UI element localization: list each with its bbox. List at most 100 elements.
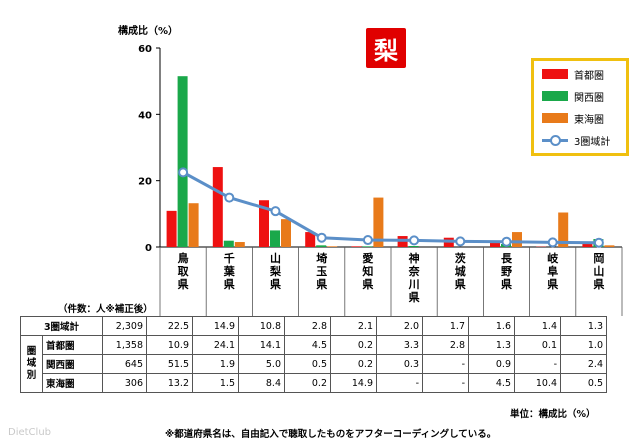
watermark: DietClub <box>8 427 51 438</box>
table-cell: 0.2 <box>330 354 377 374</box>
table-cell: 0.5 <box>284 354 331 374</box>
bar <box>223 240 234 247</box>
footnote: ※都道府県名は、自由記入で聴取したものをアフターコーディングしている。 <box>165 429 497 440</box>
bars <box>166 76 615 247</box>
row-count: 306 <box>102 373 147 393</box>
legend-label-0: 首都圏 <box>574 70 604 82</box>
table-row-tokai: 東海圏 306 13.2 1.5 8.4 0.2 14.9 - - 4.5 10… <box>21 373 607 393</box>
row-count: 1,358 <box>102 335 147 355</box>
bar <box>512 232 522 247</box>
line-point <box>270 206 281 217</box>
table-cell: 3.3 <box>376 335 423 355</box>
bar <box>166 210 177 247</box>
row-label: 首都圏 <box>42 335 103 355</box>
bar <box>259 200 269 247</box>
table-cell: 1.0 <box>560 335 607 355</box>
bar <box>188 203 199 247</box>
table-cell: 1.4 <box>514 316 561 336</box>
line-path <box>182 171 599 245</box>
table-row-total: 3圏域計 2,309 22.5 14.9 10.8 2.8 2.1 2.0 1.… <box>20 316 607 336</box>
table-cell: 1.6 <box>468 316 515 336</box>
table-cell: 1.3 <box>560 316 607 336</box>
table-cell: 24.1 <box>192 335 239 355</box>
data-table: 3圏域計 2,309 22.5 14.9 10.8 2.8 2.1 2.0 1.… <box>20 316 607 393</box>
table-cell: 0.2 <box>284 373 331 393</box>
table-cell: 1.3 <box>468 335 515 355</box>
table-cell: 51.5 <box>146 354 193 374</box>
table-cell: 0.3 <box>376 354 423 374</box>
row-count: 2,309 <box>102 316 147 336</box>
table-cell: 14.9 <box>192 316 239 336</box>
table-cell: 10.4 <box>514 373 561 393</box>
bar <box>327 246 338 247</box>
bar <box>270 230 280 247</box>
category-label: 千葉県 <box>223 251 236 291</box>
table-cell: 0.2 <box>330 335 377 355</box>
bar <box>316 245 327 247</box>
unit-note: 単位：構成比（%） <box>510 409 596 420</box>
bar <box>582 243 593 247</box>
legend-swatch-1 <box>542 91 568 101</box>
table-cell: 2.1 <box>330 316 377 336</box>
y-axis-label: 構成比（%） <box>118 26 179 37</box>
total-line <box>178 167 604 248</box>
line-point <box>593 237 604 248</box>
fruit-badge: 梨 <box>366 28 406 68</box>
category-label: 山梨県 <box>269 251 282 291</box>
legend-swatch-0 <box>542 69 568 79</box>
line-point <box>224 192 235 203</box>
category-label: 岐阜県 <box>547 251 559 291</box>
row-group-label: 圏 域 別 <box>20 335 43 393</box>
bar <box>234 242 245 247</box>
bar <box>362 246 373 247</box>
table-cell: 10.9 <box>146 335 193 355</box>
y-tick-label: 60 <box>138 44 152 55</box>
sample-size-header: （件数：人※補正後） <box>58 304 153 315</box>
table-cell: - <box>422 354 469 374</box>
legend-item-1: 関西圏 <box>542 89 604 104</box>
table-cell: - <box>514 354 561 374</box>
table-cell: 14.9 <box>330 373 377 393</box>
legend-swatch-2 <box>542 113 568 123</box>
bar <box>177 76 188 247</box>
category-label: 岡山県 <box>593 252 604 291</box>
table-cell: 22.5 <box>146 316 193 336</box>
table-cell: 0.1 <box>514 335 561 355</box>
category-label: 埼玉県 <box>316 251 327 291</box>
bar <box>558 212 569 247</box>
bar <box>408 246 419 247</box>
legend-item-3: 3圏域計 <box>542 133 611 148</box>
line-point <box>501 236 512 247</box>
legend: 首都圏 関西圏 東海圏 3圏域計 <box>531 58 629 156</box>
legend-label-3: 3圏域計 <box>574 136 611 148</box>
table-cell: 4.5 <box>468 373 515 393</box>
table-cell: 1.5 <box>192 373 239 393</box>
table-cell: 2.0 <box>376 316 423 336</box>
category-label: 愛知県 <box>361 251 373 291</box>
category-label: 長野県 <box>501 252 513 291</box>
table-cell: - <box>422 373 469 393</box>
table-row-shutoken: 圏 域 別 首都圏 1,358 10.9 24.1 14.1 4.5 0.2 3… <box>20 335 607 393</box>
bar <box>351 246 362 247</box>
legend-label-1: 関西圏 <box>574 92 604 104</box>
category-label: 茨城県 <box>455 251 466 291</box>
table-cell: 2.8 <box>284 316 331 336</box>
category-labels: 鳥取県 千葉県 山梨県 埼玉県 愛知県 神奈川県 茨城県 長野県 岐阜県 岡山県 <box>178 251 605 304</box>
table-cell: 13.2 <box>146 373 193 393</box>
row-label: 東海圏 <box>42 373 103 393</box>
row-count: 645 <box>102 354 147 374</box>
table-cell: 1.9 <box>192 354 239 374</box>
line-point <box>455 236 466 247</box>
table-cell: 10.8 <box>238 316 285 336</box>
y-tick-label: 20 <box>138 177 152 188</box>
line-point <box>547 237 558 248</box>
row-label: 3圏域計 <box>20 316 103 336</box>
legend-label-2: 東海圏 <box>574 114 604 126</box>
table-cell: - <box>376 373 423 393</box>
y-tick-label: 0 <box>145 243 152 254</box>
line-point <box>178 167 189 178</box>
bar <box>281 219 291 247</box>
bar <box>490 242 500 247</box>
table-cell: 0.9 <box>468 354 515 374</box>
legend-line-icon <box>542 134 568 146</box>
